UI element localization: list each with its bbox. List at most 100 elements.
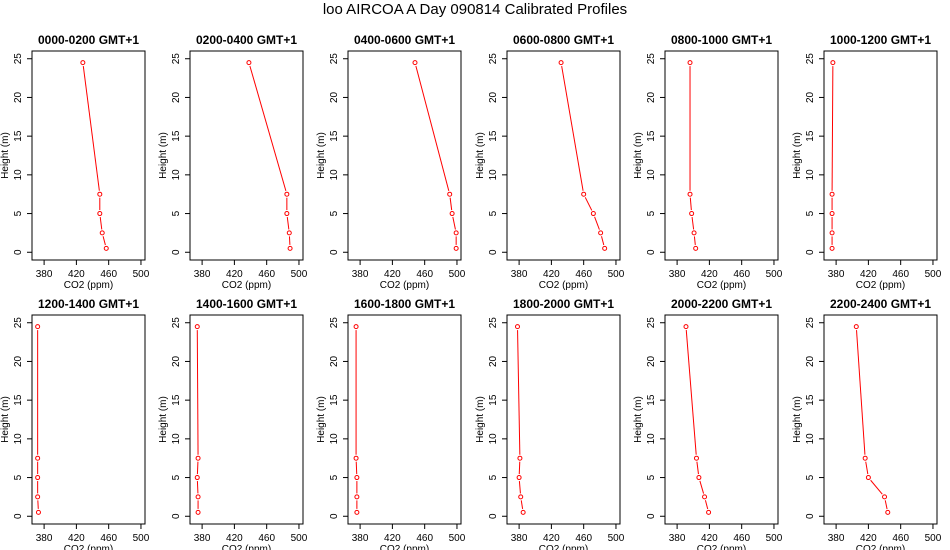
y-axis-label: Height (m) bbox=[633, 396, 644, 443]
x-tick-label: 460 bbox=[100, 269, 117, 280]
profile-segment bbox=[561, 65, 584, 191]
y-tick-label: 20 bbox=[171, 355, 182, 367]
x-tick-label: 420 bbox=[68, 533, 85, 544]
data-point bbox=[195, 509, 201, 515]
x-axis-label: CO2 (ppm) bbox=[539, 280, 588, 291]
page-title: loo AIRCOA A Day 090814 Calibrated Profi… bbox=[322, 1, 628, 18]
y-tick-label: 5 bbox=[646, 474, 657, 480]
data-point bbox=[865, 475, 871, 481]
y-tick-label: 20 bbox=[646, 355, 657, 367]
y-tick-label: 0 bbox=[646, 513, 657, 519]
x-tick-label: 380 bbox=[511, 533, 528, 544]
y-tick-label: 10 bbox=[805, 169, 816, 181]
y-tick-label: 10 bbox=[488, 169, 499, 181]
data-point bbox=[696, 475, 702, 481]
y-tick-label: 20 bbox=[805, 355, 816, 367]
x-tick-label: 380 bbox=[36, 533, 53, 544]
data-point bbox=[683, 324, 689, 330]
y-tick-label: 15 bbox=[13, 394, 24, 406]
data-point bbox=[35, 509, 41, 515]
y-axis-label: Height (m) bbox=[158, 396, 169, 443]
y-tick-label: 20 bbox=[646, 91, 657, 103]
y-tick-label: 25 bbox=[13, 53, 24, 65]
y-tick-label: 25 bbox=[646, 317, 657, 329]
data-point bbox=[520, 509, 526, 515]
y-tick-label: 20 bbox=[488, 91, 499, 103]
y-tick-label: 0 bbox=[329, 513, 340, 519]
x-tick-label: 420 bbox=[543, 533, 560, 544]
panel-6: 1000-1200 GMT+1 380 420 460 500 CO2 (ppm) 0 5 10… bbox=[792, 33, 942, 291]
data-point bbox=[353, 324, 359, 330]
x-tick-label: 380 bbox=[36, 269, 53, 280]
data-point bbox=[103, 245, 109, 251]
y-tick-label: 5 bbox=[488, 210, 499, 216]
x-tick-label: 380 bbox=[352, 269, 369, 280]
data-point bbox=[453, 230, 459, 236]
data-point bbox=[518, 494, 524, 500]
data-point bbox=[829, 191, 835, 197]
y-tick-label: 5 bbox=[646, 210, 657, 216]
data-point bbox=[687, 191, 693, 197]
profile-segment bbox=[831, 66, 834, 191]
x-tick-label: 420 bbox=[543, 269, 560, 280]
data-point bbox=[354, 509, 360, 515]
data-point bbox=[882, 494, 888, 500]
panel-title: 1400-1600 GMT+1 bbox=[196, 297, 297, 311]
x-tick-label: 420 bbox=[860, 533, 877, 544]
profile-segment bbox=[689, 197, 692, 211]
y-tick-label: 10 bbox=[171, 433, 182, 445]
profile-segment bbox=[691, 216, 695, 230]
x-tick-label: 500 bbox=[766, 533, 783, 544]
y-tick-label: 10 bbox=[13, 169, 24, 181]
panel-title: 2200-2400 GMT+1 bbox=[830, 297, 931, 311]
y-tick-label: 0 bbox=[805, 249, 816, 255]
profile-segment bbox=[685, 330, 697, 455]
y-tick-label: 25 bbox=[646, 53, 657, 65]
panel-title: 0400-0600 GMT+1 bbox=[354, 33, 455, 47]
data-point bbox=[35, 494, 41, 500]
x-tick-label: 460 bbox=[892, 269, 909, 280]
x-axis-label: CO2 (ppm) bbox=[539, 544, 588, 550]
y-tick-label: 15 bbox=[13, 130, 24, 142]
profile-segment bbox=[884, 500, 888, 510]
y-axis-label: Height (m) bbox=[633, 132, 644, 179]
x-tick-label: 460 bbox=[892, 533, 909, 544]
plot-frame bbox=[823, 314, 938, 525]
y-tick-label: 0 bbox=[13, 249, 24, 255]
profile-segment bbox=[449, 197, 453, 211]
y-tick-label: 5 bbox=[805, 210, 816, 216]
data-point bbox=[514, 324, 520, 330]
data-point bbox=[97, 211, 103, 217]
y-tick-label: 5 bbox=[805, 474, 816, 480]
data-point bbox=[691, 230, 697, 236]
data-point bbox=[590, 211, 596, 217]
panel-8: 1400-1600 GMT+1 380 420 460 500 CO2 (ppm) 0 5 10… bbox=[158, 297, 308, 550]
panel-10: 1800-2000 GMT+1 380 420 460 500 CO2 (ppm) 0 5 10… bbox=[475, 297, 625, 550]
data-point bbox=[862, 455, 868, 461]
y-tick-label: 0 bbox=[171, 513, 182, 519]
plot-frame bbox=[347, 50, 462, 261]
data-point bbox=[581, 191, 587, 197]
y-tick-label: 0 bbox=[13, 513, 24, 519]
y-tick-label: 10 bbox=[646, 169, 657, 181]
data-point bbox=[598, 230, 604, 236]
y-axis-label: Height (m) bbox=[158, 132, 169, 179]
x-tick-label: 420 bbox=[68, 269, 85, 280]
plot-frame bbox=[823, 50, 938, 261]
data-point bbox=[35, 455, 41, 461]
y-tick-label: 20 bbox=[329, 355, 340, 367]
plot-frame bbox=[189, 314, 304, 525]
profile-segment bbox=[82, 66, 100, 191]
data-point bbox=[517, 455, 523, 461]
x-tick-label: 420 bbox=[226, 269, 243, 280]
y-tick-label: 15 bbox=[805, 394, 816, 406]
panel-3: 0400-0600 GMT+1 380 420 460 500 CO2 (ppm) 0 5 10… bbox=[316, 33, 466, 291]
panel-7: 1200-1400 GMT+1 380 420 460 500 CO2 (ppm) 0 5 10… bbox=[0, 297, 150, 550]
y-tick-label: 0 bbox=[805, 513, 816, 519]
y-tick-label: 10 bbox=[329, 433, 340, 445]
x-tick-label: 380 bbox=[669, 533, 686, 544]
profile-segment bbox=[286, 216, 290, 230]
x-tick-label: 500 bbox=[608, 269, 625, 280]
plot-frame bbox=[664, 314, 779, 525]
profile-segment bbox=[102, 236, 106, 246]
